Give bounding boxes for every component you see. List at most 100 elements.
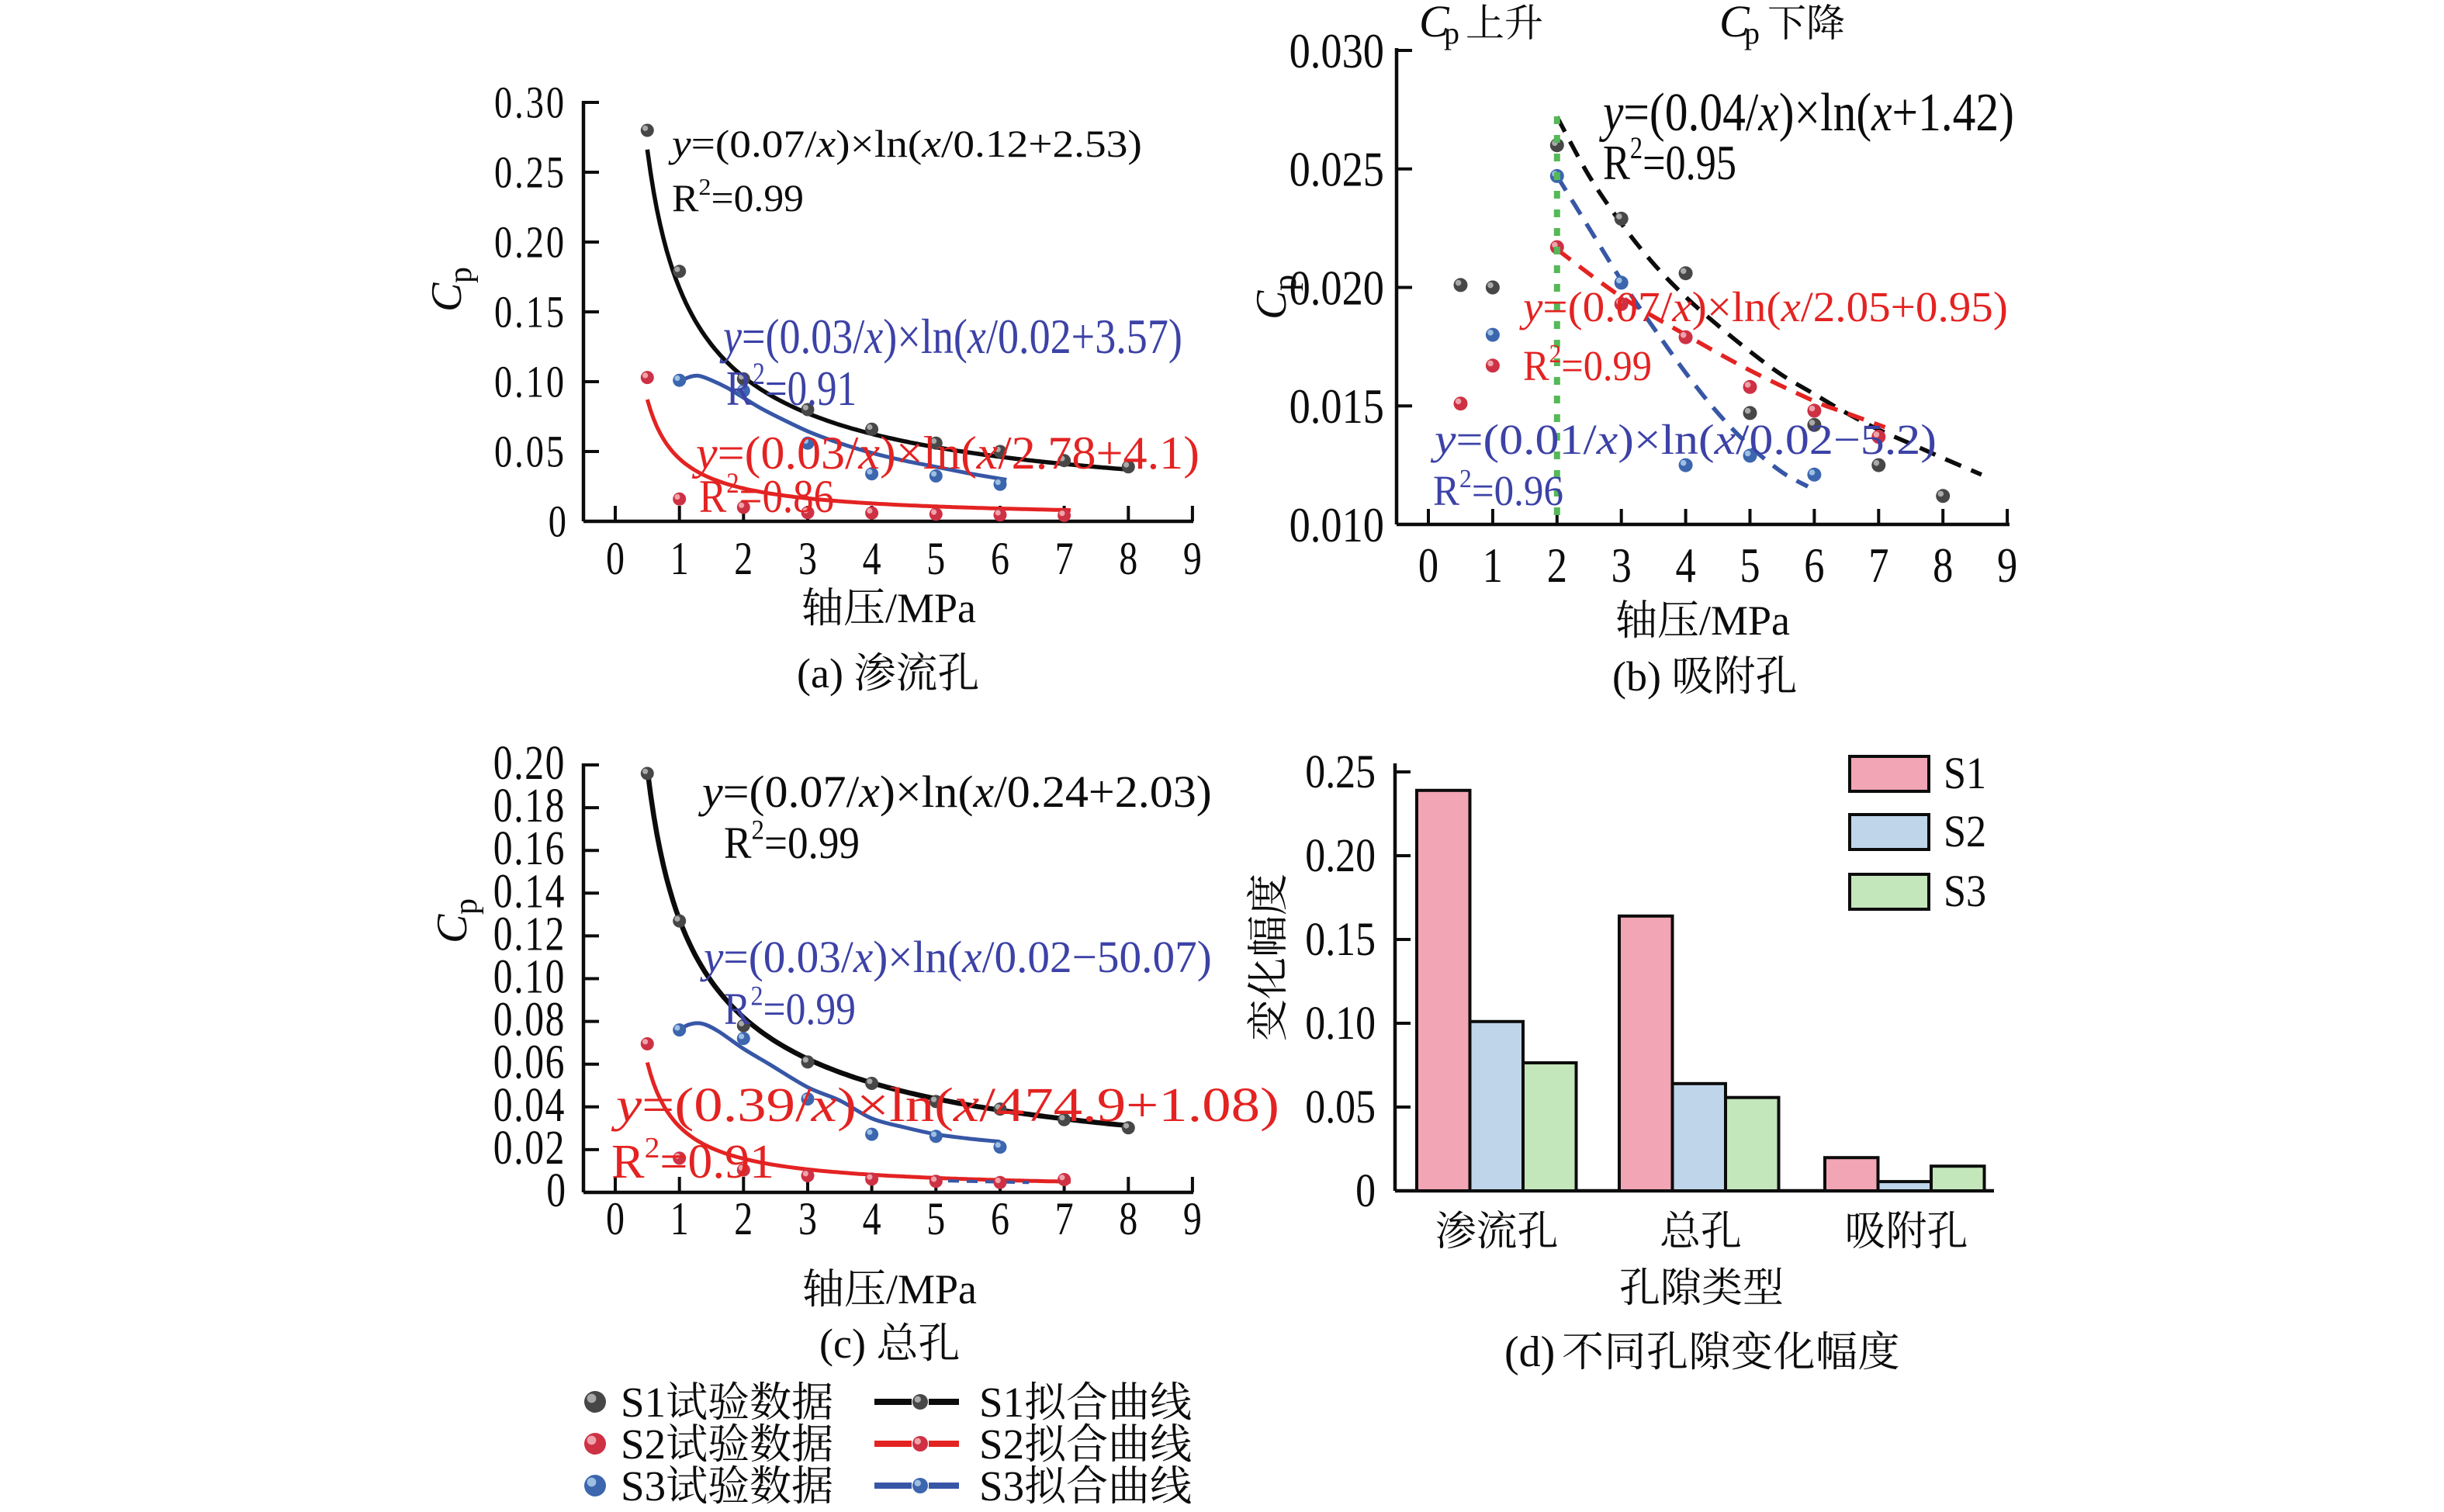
svg-text:R2=0.95: R2=0.95 <box>1603 131 1736 190</box>
svg-text:0.20: 0.20 <box>1305 830 1376 882</box>
svg-text:S3: S3 <box>621 1462 666 1510</box>
svg-text:S2: S2 <box>621 1420 666 1468</box>
svg-text:0.010: 0.010 <box>1290 497 1384 552</box>
svg-text:0.025: 0.025 <box>1290 142 1384 197</box>
svg-text:p: p <box>1268 275 1303 291</box>
svg-text:0: 0 <box>1418 538 1438 593</box>
svg-text:C: C <box>1248 290 1296 320</box>
svg-text:0.15: 0.15 <box>494 288 566 337</box>
svg-text:0.10: 0.10 <box>493 950 566 1003</box>
svg-text:0.020: 0.020 <box>1290 260 1384 315</box>
svg-text:y=(0.07/x)×ln(x/0.24+2.03): y=(0.07/x)×ln(x/0.24+2.03) <box>698 766 1212 817</box>
svg-text:0.10: 0.10 <box>1305 998 1376 1050</box>
svg-text:8: 8 <box>1119 1193 1137 1244</box>
svg-text:0.20: 0.20 <box>493 737 566 790</box>
svg-text:y=(0.01/x)×ln(x/0.02−5.2): y=(0.01/x)×ln(x/0.02−5.2) <box>1431 416 1937 463</box>
svg-text:(b): (b) <box>1612 653 1671 700</box>
svg-text:S1: S1 <box>621 1379 666 1426</box>
svg-text:7: 7 <box>1055 1193 1074 1244</box>
svg-text:0.18: 0.18 <box>493 780 566 832</box>
svg-text:5: 5 <box>926 1193 945 1244</box>
svg-text:R2=0.99: R2=0.99 <box>672 173 804 219</box>
svg-text:0.14: 0.14 <box>493 865 566 918</box>
svg-text:(a): (a) <box>797 650 853 697</box>
svg-text:0.05: 0.05 <box>1305 1081 1376 1133</box>
svg-text:S3: S3 <box>979 1462 1024 1510</box>
svg-text:R2=0.99: R2=0.99 <box>724 815 860 868</box>
svg-text:R2=0.86: R2=0.86 <box>699 467 834 523</box>
svg-text:0.08: 0.08 <box>493 993 566 1046</box>
svg-text:9: 9 <box>1997 538 2017 593</box>
svg-text:0.25: 0.25 <box>494 148 566 198</box>
svg-text:0.10: 0.10 <box>494 358 566 407</box>
svg-text:R2=0.91: R2=0.91 <box>611 1131 774 1188</box>
svg-text:7: 7 <box>1055 533 1074 584</box>
svg-text:S1: S1 <box>1944 748 1986 798</box>
svg-text:0: 0 <box>606 1193 625 1244</box>
svg-text:y=(0.04/x)×ln(x+1.42): y=(0.04/x)×ln(x+1.42) <box>1599 83 2014 144</box>
svg-text:7: 7 <box>1868 538 1888 593</box>
svg-text:4: 4 <box>863 1193 881 1244</box>
svg-text:1: 1 <box>1483 538 1503 593</box>
svg-text:0.030: 0.030 <box>1290 23 1384 78</box>
svg-text:5: 5 <box>1740 538 1760 593</box>
svg-text:/MPa: /MPa <box>885 585 976 631</box>
svg-text:/MPa: /MPa <box>886 1266 977 1313</box>
svg-text:9: 9 <box>1183 533 1202 584</box>
svg-text:S2: S2 <box>979 1420 1024 1468</box>
svg-text:R2=0.99: R2=0.99 <box>1523 340 1652 390</box>
svg-text:6: 6 <box>991 533 1009 584</box>
svg-text:1: 1 <box>670 533 689 584</box>
svg-text:3: 3 <box>798 533 817 584</box>
svg-text:p: p <box>443 267 479 283</box>
svg-text:/MPa: /MPa <box>1699 597 1790 644</box>
svg-text:p: p <box>1744 16 1760 50</box>
svg-text:0: 0 <box>549 497 566 547</box>
svg-text:6: 6 <box>1804 538 1824 593</box>
svg-text:p: p <box>1444 16 1459 50</box>
svg-text:0.20: 0.20 <box>494 218 566 268</box>
svg-text:y=(0.03/x)×ln(x/0.02+3.57): y=(0.03/x)×ln(x/0.02+3.57) <box>719 309 1182 364</box>
svg-text:8: 8 <box>1119 533 1137 584</box>
svg-text:4: 4 <box>863 533 881 584</box>
svg-text:0: 0 <box>606 533 625 584</box>
svg-text:p: p <box>448 898 484 915</box>
svg-text:R2=0.91: R2=0.91 <box>726 357 857 417</box>
svg-text:0.05: 0.05 <box>494 427 566 477</box>
svg-text:4: 4 <box>1676 538 1696 593</box>
svg-text:C: C <box>428 914 476 943</box>
svg-text:2: 2 <box>1547 538 1567 593</box>
svg-text:0: 0 <box>546 1164 566 1217</box>
svg-text:y=(0.07/x)×ln(x/2.05+0.95): y=(0.07/x)×ln(x/2.05+0.95) <box>1519 284 2008 331</box>
svg-text:0.15: 0.15 <box>1305 914 1376 966</box>
svg-text:0.04: 0.04 <box>493 1079 566 1132</box>
svg-text:y=(0.03/x)×ln(x/2.78+4.1): y=(0.03/x)×ln(x/2.78+4.1) <box>691 428 1199 479</box>
svg-text:0.12: 0.12 <box>493 908 566 960</box>
svg-text:y=(0.03/x)×ln(x/0.02−50.07): y=(0.03/x)×ln(x/0.02−50.07) <box>700 933 1212 982</box>
svg-text:0.06: 0.06 <box>493 1036 566 1089</box>
svg-text:S1: S1 <box>979 1379 1024 1426</box>
svg-text:5: 5 <box>926 533 945 584</box>
svg-text:0.015: 0.015 <box>1290 379 1384 434</box>
svg-text:0.30: 0.30 <box>494 78 566 128</box>
svg-text:R2=0.99: R2=0.99 <box>724 981 856 1034</box>
svg-text:y=(0.39/x)×ln(x/474.9+1.08): y=(0.39/x)×ln(x/474.9+1.08) <box>611 1078 1279 1132</box>
svg-text:C: C <box>1419 0 1450 47</box>
svg-text:C: C <box>423 282 471 312</box>
svg-text:3: 3 <box>798 1193 817 1244</box>
svg-text:S3: S3 <box>1944 866 1986 915</box>
svg-text:2: 2 <box>734 533 753 584</box>
svg-text:y=(0.07/x)×ln(x/0.12+2.53): y=(0.07/x)×ln(x/0.12+2.53) <box>668 123 1142 165</box>
svg-text:0.16: 0.16 <box>493 822 566 875</box>
svg-text:0.02: 0.02 <box>493 1122 566 1175</box>
svg-text:1: 1 <box>670 1193 689 1244</box>
svg-text:3: 3 <box>1611 538 1632 593</box>
svg-text:0: 0 <box>1355 1165 1376 1217</box>
svg-text:(d): (d) <box>1504 1328 1566 1376</box>
svg-text:0.25: 0.25 <box>1305 746 1376 798</box>
svg-text:C: C <box>1719 0 1750 47</box>
svg-text:2: 2 <box>734 1193 753 1244</box>
svg-text:9: 9 <box>1183 1193 1202 1244</box>
svg-text:S2: S2 <box>1944 806 1986 856</box>
svg-text:6: 6 <box>991 1193 1009 1244</box>
